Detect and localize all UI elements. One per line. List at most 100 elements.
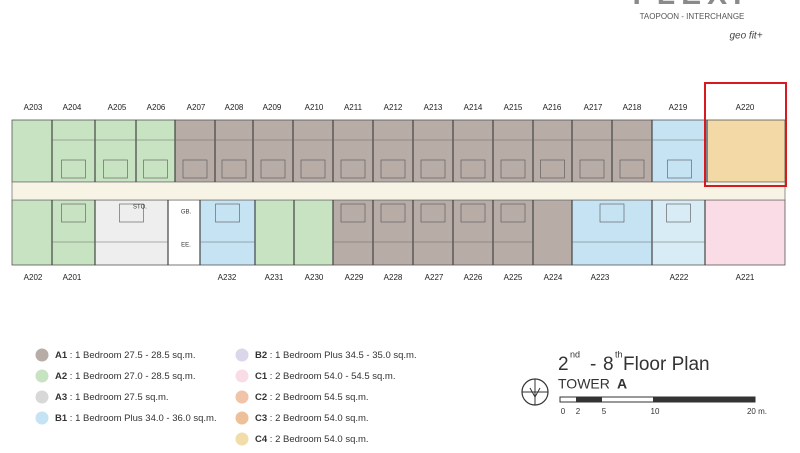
bathroom	[460, 159, 486, 179]
unit-label: A206	[147, 103, 166, 112]
logo-subtitle: TAOPOON - INTERCHANGE	[640, 12, 745, 21]
bathroom	[215, 203, 240, 223]
legend-swatch	[35, 411, 49, 425]
legend-swatch	[35, 348, 49, 362]
legend-swatch	[235, 411, 249, 425]
legend-swatch	[35, 390, 49, 404]
legend-code: C3	[255, 413, 267, 424]
unit-block	[11, 199, 96, 266]
title-to-suffix: th	[615, 349, 623, 359]
bathroom	[221, 159, 247, 179]
bathroom	[540, 159, 565, 179]
legend-entry: B1 : 1 Bedroom Plus 34.0 - 36.0 sq.m.	[55, 413, 217, 424]
legend-description: : 1 Bedroom 27.0 - 28.5 sq.m.	[67, 371, 195, 382]
unit-block	[94, 119, 176, 183]
legend-code: C2	[255, 392, 267, 403]
legend-description: : 1 Bedroom Plus 34.5 - 35.0 sq.m.	[267, 350, 416, 361]
legend-code: B2	[255, 350, 267, 361]
unit-block	[704, 199, 786, 266]
unit-label: A203	[24, 103, 43, 112]
unit-label: A221	[736, 273, 755, 282]
unit-label: A224	[544, 273, 563, 282]
unit-block	[199, 199, 256, 266]
unit-label: A232	[218, 273, 237, 282]
scale-segment	[653, 397, 755, 402]
legend-code: A1	[55, 350, 68, 361]
unit-block	[11, 119, 96, 183]
legend-entry: C4 : 2 Bedroom 54.0 sq.m.	[255, 434, 369, 445]
unit-label: A208	[225, 103, 244, 112]
legend-description: : 2 Bedroom 54.0 sq.m.	[267, 434, 368, 445]
unit-label: A231	[265, 273, 284, 282]
bathroom	[380, 203, 406, 223]
title-from-suffix: nd	[570, 349, 580, 359]
bathroom	[340, 203, 366, 223]
bathroom	[103, 159, 128, 179]
bathroom	[300, 159, 326, 179]
unit-label: A211	[344, 103, 363, 112]
unit-label: A218	[623, 103, 642, 112]
legend-entry: A2 : 1 Bedroom 27.0 - 28.5 sq.m.	[55, 371, 195, 382]
bathroom	[666, 203, 691, 223]
legend-code: A2	[55, 371, 67, 382]
legend-description: : 2 Bedroom 54.0 sq.m.	[267, 413, 368, 424]
legend-description: : 2 Bedroom 54.5 sq.m.	[267, 392, 368, 403]
unit-label: A223	[591, 273, 610, 282]
legend-entry: A1 : 1 Bedroom 27.5 - 28.5 sq.m.	[55, 350, 195, 361]
unit-label: A209	[263, 103, 282, 112]
scale-label: 0	[561, 407, 566, 416]
bathroom	[599, 203, 625, 223]
unit-block	[651, 199, 706, 266]
room-label: EE.	[181, 243, 191, 249]
title-label: Floor Plan	[623, 354, 710, 375]
unit-label: A229	[345, 273, 364, 282]
bathroom	[420, 203, 446, 223]
unit-label: A217	[584, 103, 603, 112]
legend-description: : 1 Bedroom 27.5 sq.m.	[67, 392, 168, 403]
bathroom	[500, 203, 526, 223]
tower-label: TOWER	[558, 376, 610, 392]
tower-name: A	[617, 376, 627, 392]
legend-swatch	[235, 348, 249, 362]
logo-brand: geo fit+	[729, 31, 762, 42]
unit-label: A222	[670, 273, 689, 282]
scale-bar: 0 2 5 10 20 m.	[559, 396, 767, 416]
unit-block	[651, 119, 708, 183]
legend-entry: C2 : 2 Bedroom 54.5 sq.m.	[255, 392, 369, 403]
bathroom	[460, 203, 486, 223]
unit-label: A205	[108, 103, 127, 112]
legend-code: A3	[55, 392, 67, 403]
unit-label: A227	[425, 273, 444, 282]
legend-swatch	[35, 369, 49, 383]
unit-label: A202	[24, 273, 43, 282]
bathroom	[260, 159, 286, 179]
legend: A1 : 1 Bedroom 27.5 - 28.5 sq.m.A2 : 1 B…	[35, 348, 417, 446]
scale-label: 5	[602, 407, 607, 416]
scale-segment	[576, 397, 602, 402]
legend-description: : 2 Bedroom 54.0 - 54.5 sq.m.	[267, 371, 395, 382]
unit-label: A207	[187, 103, 206, 112]
bathroom	[119, 203, 144, 223]
unit-label: A228	[384, 273, 403, 282]
unit-label: A213	[424, 103, 443, 112]
title: 2 nd - 8 th Floor Plan TOWER A	[558, 349, 710, 391]
unit-label: A225	[504, 273, 523, 282]
unit-label: A219	[669, 103, 688, 112]
north-arrow-shape	[522, 379, 548, 405]
legend-swatch	[235, 369, 249, 383]
legend-description: : 1 Bedroom 27.5 - 28.5 sq.m.	[67, 350, 195, 361]
legend-code: C1	[255, 371, 268, 382]
bathroom	[143, 159, 168, 179]
bathroom	[182, 159, 208, 179]
logo-name: FLEXI	[632, 0, 747, 11]
unit-label: A216	[543, 103, 562, 112]
legend-code: C4	[255, 434, 268, 445]
title-separator: -	[590, 354, 596, 375]
bathroom	[500, 159, 526, 179]
legend-entry: B2 : 1 Bedroom Plus 34.5 - 35.0 sq.m.	[255, 350, 417, 361]
legend-swatch	[235, 432, 249, 446]
scale-label: 20 m.	[747, 407, 767, 416]
unit-label: A226	[464, 273, 483, 282]
unit-block	[571, 199, 653, 266]
